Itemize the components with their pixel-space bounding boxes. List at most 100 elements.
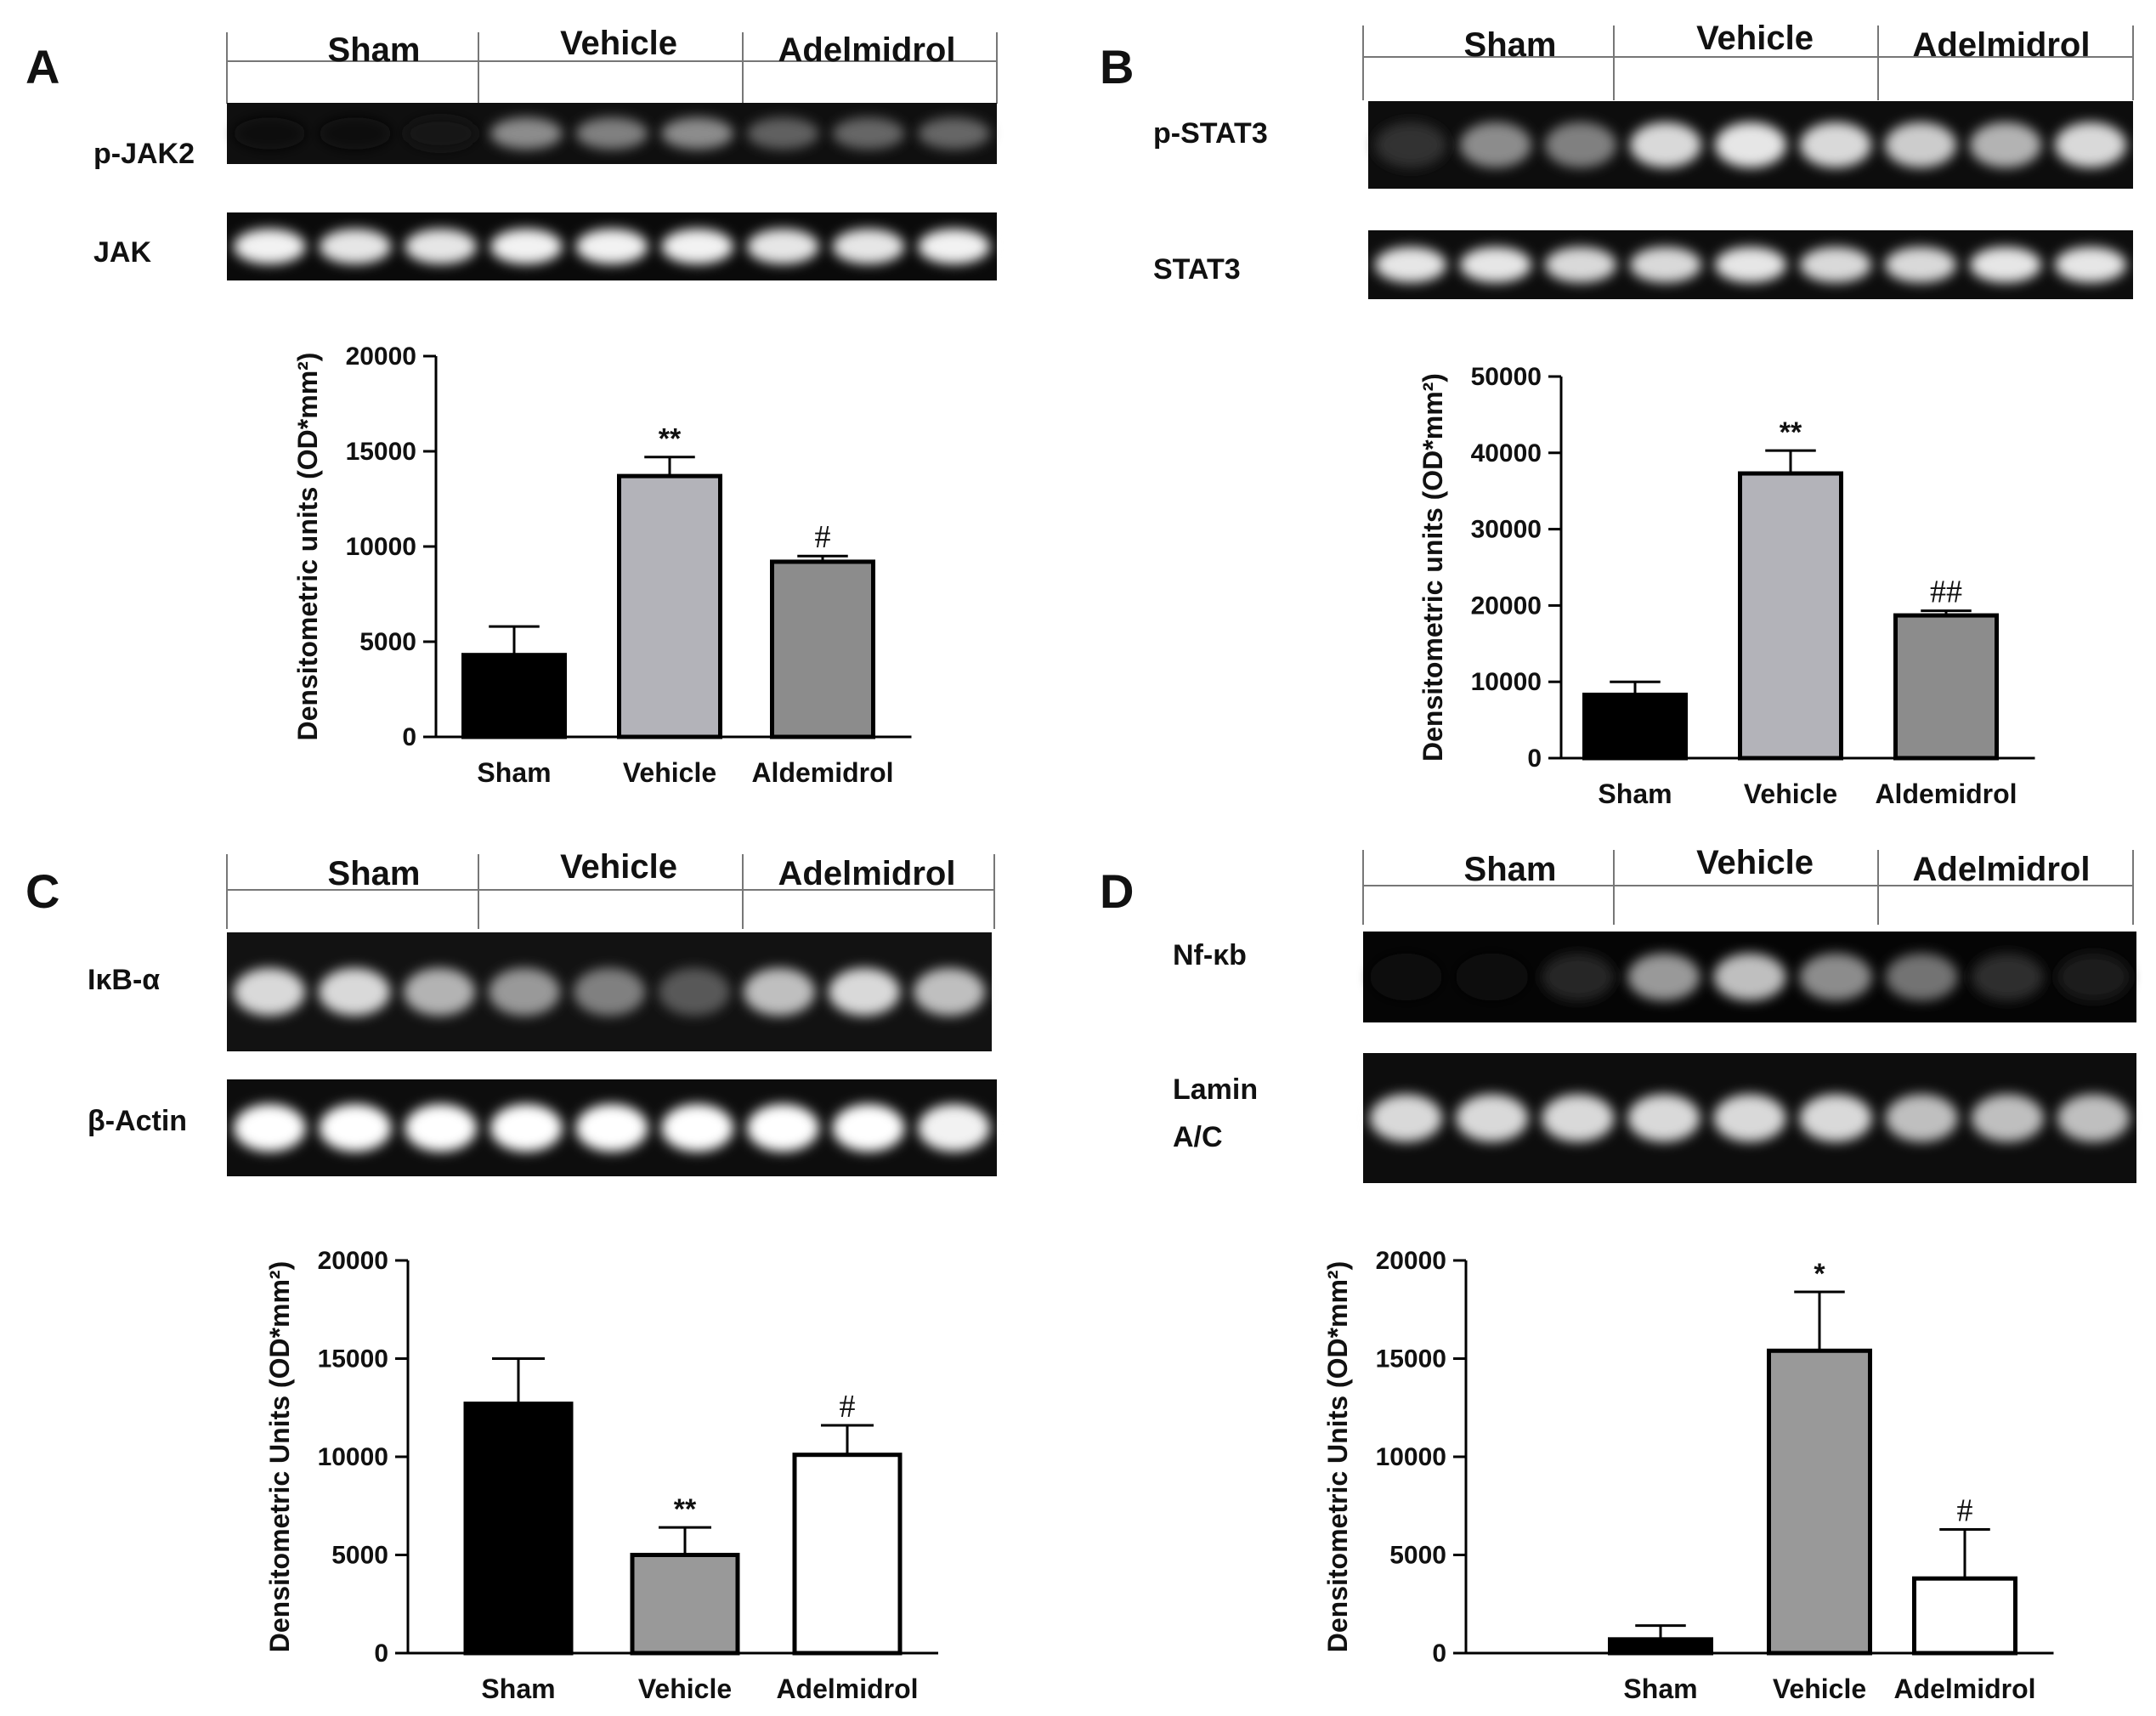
blot-band	[575, 1104, 648, 1152]
significance-marker: #	[840, 1389, 856, 1424]
blot-band	[918, 229, 990, 264]
blot-band	[574, 968, 645, 1016]
blot-label-a1: p-JAK2	[93, 138, 195, 170]
blot-band	[490, 117, 563, 150]
blot-label-line: p-STAT3	[1153, 117, 1268, 150]
western-blot-nf-kb	[1363, 932, 2136, 1022]
group-label-vehicle: Vehicle	[560, 848, 677, 886]
blot-band	[319, 117, 392, 150]
blot-band	[1460, 246, 1531, 283]
bar	[1582, 692, 1688, 761]
x-category-label: Vehicle	[638, 1674, 732, 1704]
blot-band	[1715, 246, 1786, 283]
y-axis-label: Densitometric units (OD*mm²)	[292, 353, 323, 741]
western-blot-p-jak2	[227, 103, 997, 164]
blot-band	[319, 229, 392, 264]
y-tick-label: 10000	[318, 1443, 388, 1471]
significance-marker: *	[1814, 1258, 1825, 1290]
group-label-sham: Sham	[328, 31, 421, 69]
group-header-d: Sham Vehicle Adelmidrol	[1362, 844, 2134, 925]
blot-band	[1971, 953, 2044, 1001]
blot-band	[914, 968, 985, 1016]
group-label-adelmidrol: Adelmidrol	[778, 855, 956, 892]
bar	[1608, 1637, 1713, 1656]
bar	[463, 1402, 574, 1656]
blot-band	[747, 1104, 819, 1152]
blot-band	[747, 229, 819, 264]
blot-band	[832, 117, 905, 150]
blot-band	[234, 1104, 306, 1152]
x-category-label: Sham	[1598, 779, 1672, 809]
group-label-adelmidrol: Adelmidrol	[778, 31, 956, 69]
western-blot-stat3	[1368, 230, 2133, 299]
blot-label-c2: β-Actin	[88, 1105, 187, 1137]
blot-label-d1: Nf-κb	[1173, 939, 1247, 971]
x-category-label: Vehicle	[623, 757, 716, 788]
blot-band	[659, 968, 730, 1016]
blot-band	[404, 968, 475, 1016]
y-axis-label: Densitometric units (OD*mm²)	[1418, 373, 1448, 762]
y-tick-label: 5000	[359, 628, 416, 656]
group-label-adelmidrol: Adelmidrol	[1913, 26, 2091, 64]
significance-marker: **	[674, 1493, 697, 1526]
bar-chart-d: 0 5000 10000 15000 20000 Densitometric Units …	[1322, 1247, 2054, 1704]
group-header-a: Sham Vehicle Adelmidrol	[226, 25, 998, 104]
blot-label-a2: JAK	[93, 236, 151, 269]
group-label-vehicle: Vehicle	[1696, 844, 1814, 881]
blot-band	[1885, 246, 1956, 283]
bar	[792, 1453, 903, 1656]
blot-band	[744, 968, 815, 1016]
y-tick-label: 10000	[346, 533, 416, 561]
blot-band	[490, 1104, 563, 1152]
significance-marker: **	[1780, 416, 1802, 449]
y-tick-label: 10000	[1471, 668, 1542, 696]
group-label-adelmidrol: Adelmidrol	[1913, 851, 2091, 888]
y-tick-label: 10000	[1376, 1443, 1446, 1471]
panel-letter-a: A	[25, 40, 59, 93]
x-category-label: Sham	[481, 1674, 555, 1704]
y-axis-label: Densitometric Units (OD*mm²)	[264, 1261, 295, 1653]
blot-band	[1630, 246, 1701, 283]
x-category-label: Vehicle	[1744, 779, 1837, 809]
blot-band	[1375, 122, 1446, 168]
y-tick-label: 5000	[1389, 1542, 1446, 1570]
group-header-c: Sham Vehicle Adelmidrol	[226, 848, 995, 929]
bar	[1912, 1576, 2017, 1656]
bar-chart-b: 0 10000 20000 30000 40000 50000 Densitometric …	[1418, 363, 2035, 809]
blot-band	[405, 1104, 477, 1152]
panel-b: B Sham Vehicle Adelmidrol p-STAT3 STAT3 …	[1100, 20, 2134, 809]
blot-label-b1: p-STAT3	[1153, 117, 1268, 150]
y-tick-label: 20000	[1376, 1247, 1446, 1275]
significance-marker: ##	[1930, 575, 1962, 610]
blot-band	[1630, 122, 1701, 168]
x-category-label: Adelmidrol	[776, 1674, 918, 1704]
blot-band	[2057, 953, 2130, 1001]
blot-band	[1799, 1094, 1872, 1142]
blot-band	[405, 229, 477, 264]
western-blot-lamin-ac	[1363, 1053, 2136, 1183]
blot-band	[2055, 246, 2126, 283]
bar	[1767, 1348, 1872, 1656]
group-header-b: Sham Vehicle Adelmidrol	[1362, 20, 2134, 100]
blot-band	[1800, 246, 1871, 283]
blot-band	[2057, 1094, 2130, 1142]
blot-band	[1545, 122, 1616, 168]
western-blot-beta-actin	[227, 1079, 997, 1176]
panel-a: A Sham Vehicle Adelmidrol p-JAK2 JAK 0 50…	[25, 25, 998, 788]
blot-label-line: JAK	[93, 236, 151, 269]
significance-marker: **	[659, 423, 682, 456]
y-tick-label: 0	[374, 1640, 388, 1668]
blot-band	[405, 117, 477, 150]
blot-band	[747, 117, 819, 150]
blot-band	[234, 117, 306, 150]
significance-marker: #	[815, 519, 831, 555]
blot-band	[575, 117, 648, 150]
blot-band	[1970, 246, 2041, 283]
blot-band	[661, 1104, 733, 1152]
blot-band	[1799, 953, 1872, 1001]
blot-band	[1545, 246, 1616, 283]
bar	[630, 1553, 740, 1656]
blot-band	[1627, 1094, 1700, 1142]
blot-band	[1885, 953, 1958, 1001]
